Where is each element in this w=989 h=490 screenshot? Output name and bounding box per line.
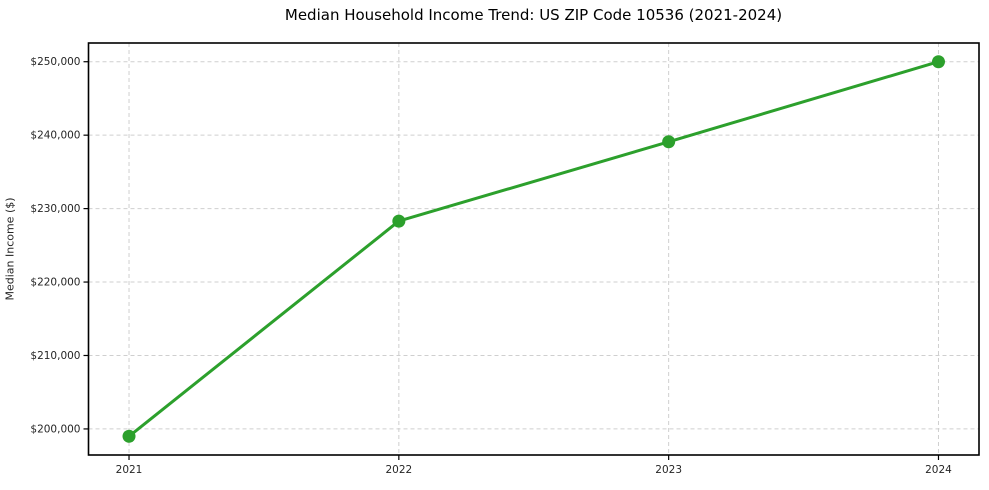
y-tick-label: $200,000 <box>30 423 80 435</box>
data-point <box>662 135 676 149</box>
y-tick-label: $230,000 <box>30 203 80 215</box>
data-point <box>122 429 136 443</box>
y-tick-label: $250,000 <box>30 56 80 68</box>
y-tick-label: $220,000 <box>30 277 80 289</box>
axes-frame <box>87 42 980 456</box>
y-tick-label: $210,000 <box>30 350 80 362</box>
x-tick-label: 2023 <box>655 464 682 476</box>
y-axis-label: Median Income ($) <box>3 197 17 301</box>
y-tick-label: $240,000 <box>30 130 80 142</box>
x-tick-label: 2024 <box>925 464 952 476</box>
data-point <box>392 214 406 228</box>
x-tick-label: 2021 <box>116 464 143 476</box>
x-tick-label: 2022 <box>385 464 412 476</box>
chart-title: Median Household Income Trend: US ZIP Co… <box>284 6 783 24</box>
data-line <box>127 60 940 438</box>
data-point <box>931 55 945 69</box>
